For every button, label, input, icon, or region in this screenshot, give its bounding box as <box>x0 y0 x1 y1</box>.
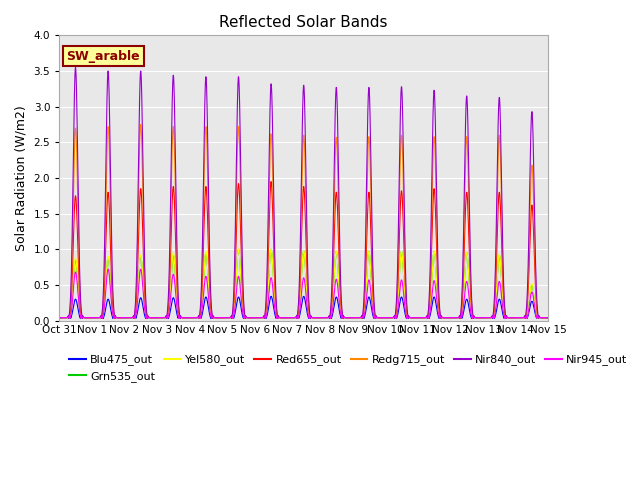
Y-axis label: Solar Radiation (W/m2): Solar Radiation (W/m2) <box>15 105 28 251</box>
Nir840_out <box>577 315 584 321</box>
Nir945_out <box>216 315 223 321</box>
Yel580_out <box>510 315 518 321</box>
Redg715_out <box>510 315 518 321</box>
Line: Nir840_out: Nir840_out <box>60 67 580 318</box>
Red655_out <box>577 315 584 321</box>
Red655_out <box>191 315 198 321</box>
Yel580_out <box>235 246 243 252</box>
Blu475_out <box>510 315 518 321</box>
Grn535_out <box>208 315 216 321</box>
Redg715_out <box>74 185 81 191</box>
Red655_out <box>74 232 81 238</box>
Grn535_out <box>510 315 518 321</box>
Yel580_out <box>216 315 223 321</box>
Blu475_out <box>289 315 297 321</box>
Blu475_out <box>268 293 275 299</box>
Red655_out <box>56 315 63 321</box>
Grn535_out <box>289 315 297 321</box>
Blu475_out <box>577 315 584 321</box>
Blu475_out <box>109 315 117 321</box>
Nir840_out <box>437 315 445 321</box>
Redg715_out <box>577 315 584 321</box>
Redg715_out <box>56 315 63 321</box>
Line: Yel580_out: Yel580_out <box>60 249 580 318</box>
Nir945_out <box>577 315 584 321</box>
Redg715_out <box>216 315 223 321</box>
Line: Grn535_out: Grn535_out <box>60 249 580 318</box>
Grn535_out <box>216 315 223 321</box>
Nir840_out <box>289 315 297 321</box>
Nir840_out <box>447 315 455 321</box>
Nir840_out <box>72 64 79 70</box>
Yel580_out <box>191 315 198 321</box>
Grn535_out <box>447 315 455 321</box>
Yel580_out <box>577 315 584 321</box>
Grn535_out <box>56 315 63 321</box>
Grn535_out <box>577 315 584 321</box>
Nir945_out <box>74 284 81 290</box>
Redg715_out <box>191 315 198 321</box>
Nir945_out <box>289 315 297 321</box>
Nir945_out <box>229 315 237 321</box>
Red655_out <box>268 179 275 184</box>
Line: Nir945_out: Nir945_out <box>60 269 580 318</box>
Red655_out <box>447 315 455 321</box>
Nir945_out <box>510 315 518 321</box>
Grn535_out <box>74 276 81 282</box>
Line: Blu475_out: Blu475_out <box>60 296 580 318</box>
Nir945_out <box>104 266 112 272</box>
Nir840_out <box>191 315 198 321</box>
Red655_out <box>216 315 223 321</box>
Yel580_out <box>74 275 81 280</box>
Nir840_out <box>56 315 63 321</box>
Red655_out <box>289 315 297 321</box>
Nir945_out <box>191 315 198 321</box>
Redg715_out <box>447 315 455 321</box>
Nir840_out <box>74 148 81 154</box>
Line: Red655_out: Red655_out <box>60 181 580 318</box>
Blu475_out <box>216 315 223 321</box>
Redg715_out <box>289 315 297 321</box>
Blu475_out <box>56 315 63 321</box>
Nir945_out <box>447 315 455 321</box>
Redg715_out <box>391 315 399 321</box>
Blu475_out <box>191 315 198 321</box>
Nir840_out <box>216 315 223 321</box>
Legend: Blu475_out, Grn535_out, Yel580_out, Red655_out, Redg715_out, Nir840_out, Nir945_: Blu475_out, Grn535_out, Yel580_out, Red6… <box>65 350 632 386</box>
Line: Redg715_out: Redg715_out <box>60 124 580 318</box>
Nir945_out <box>56 315 63 321</box>
Blu475_out <box>447 315 455 321</box>
Nir840_out <box>510 315 518 321</box>
Yel580_out <box>56 315 63 321</box>
Grn535_out <box>191 315 198 321</box>
Yel580_out <box>289 315 297 321</box>
Title: Reflected Solar Bands: Reflected Solar Bands <box>220 15 388 30</box>
Text: SW_arable: SW_arable <box>67 49 140 62</box>
Redg715_out <box>137 121 145 127</box>
Red655_out <box>111 315 118 321</box>
Yel580_out <box>339 315 346 321</box>
Yel580_out <box>447 315 455 321</box>
Red655_out <box>510 315 518 321</box>
Grn535_out <box>235 246 243 252</box>
Blu475_out <box>74 303 81 309</box>
